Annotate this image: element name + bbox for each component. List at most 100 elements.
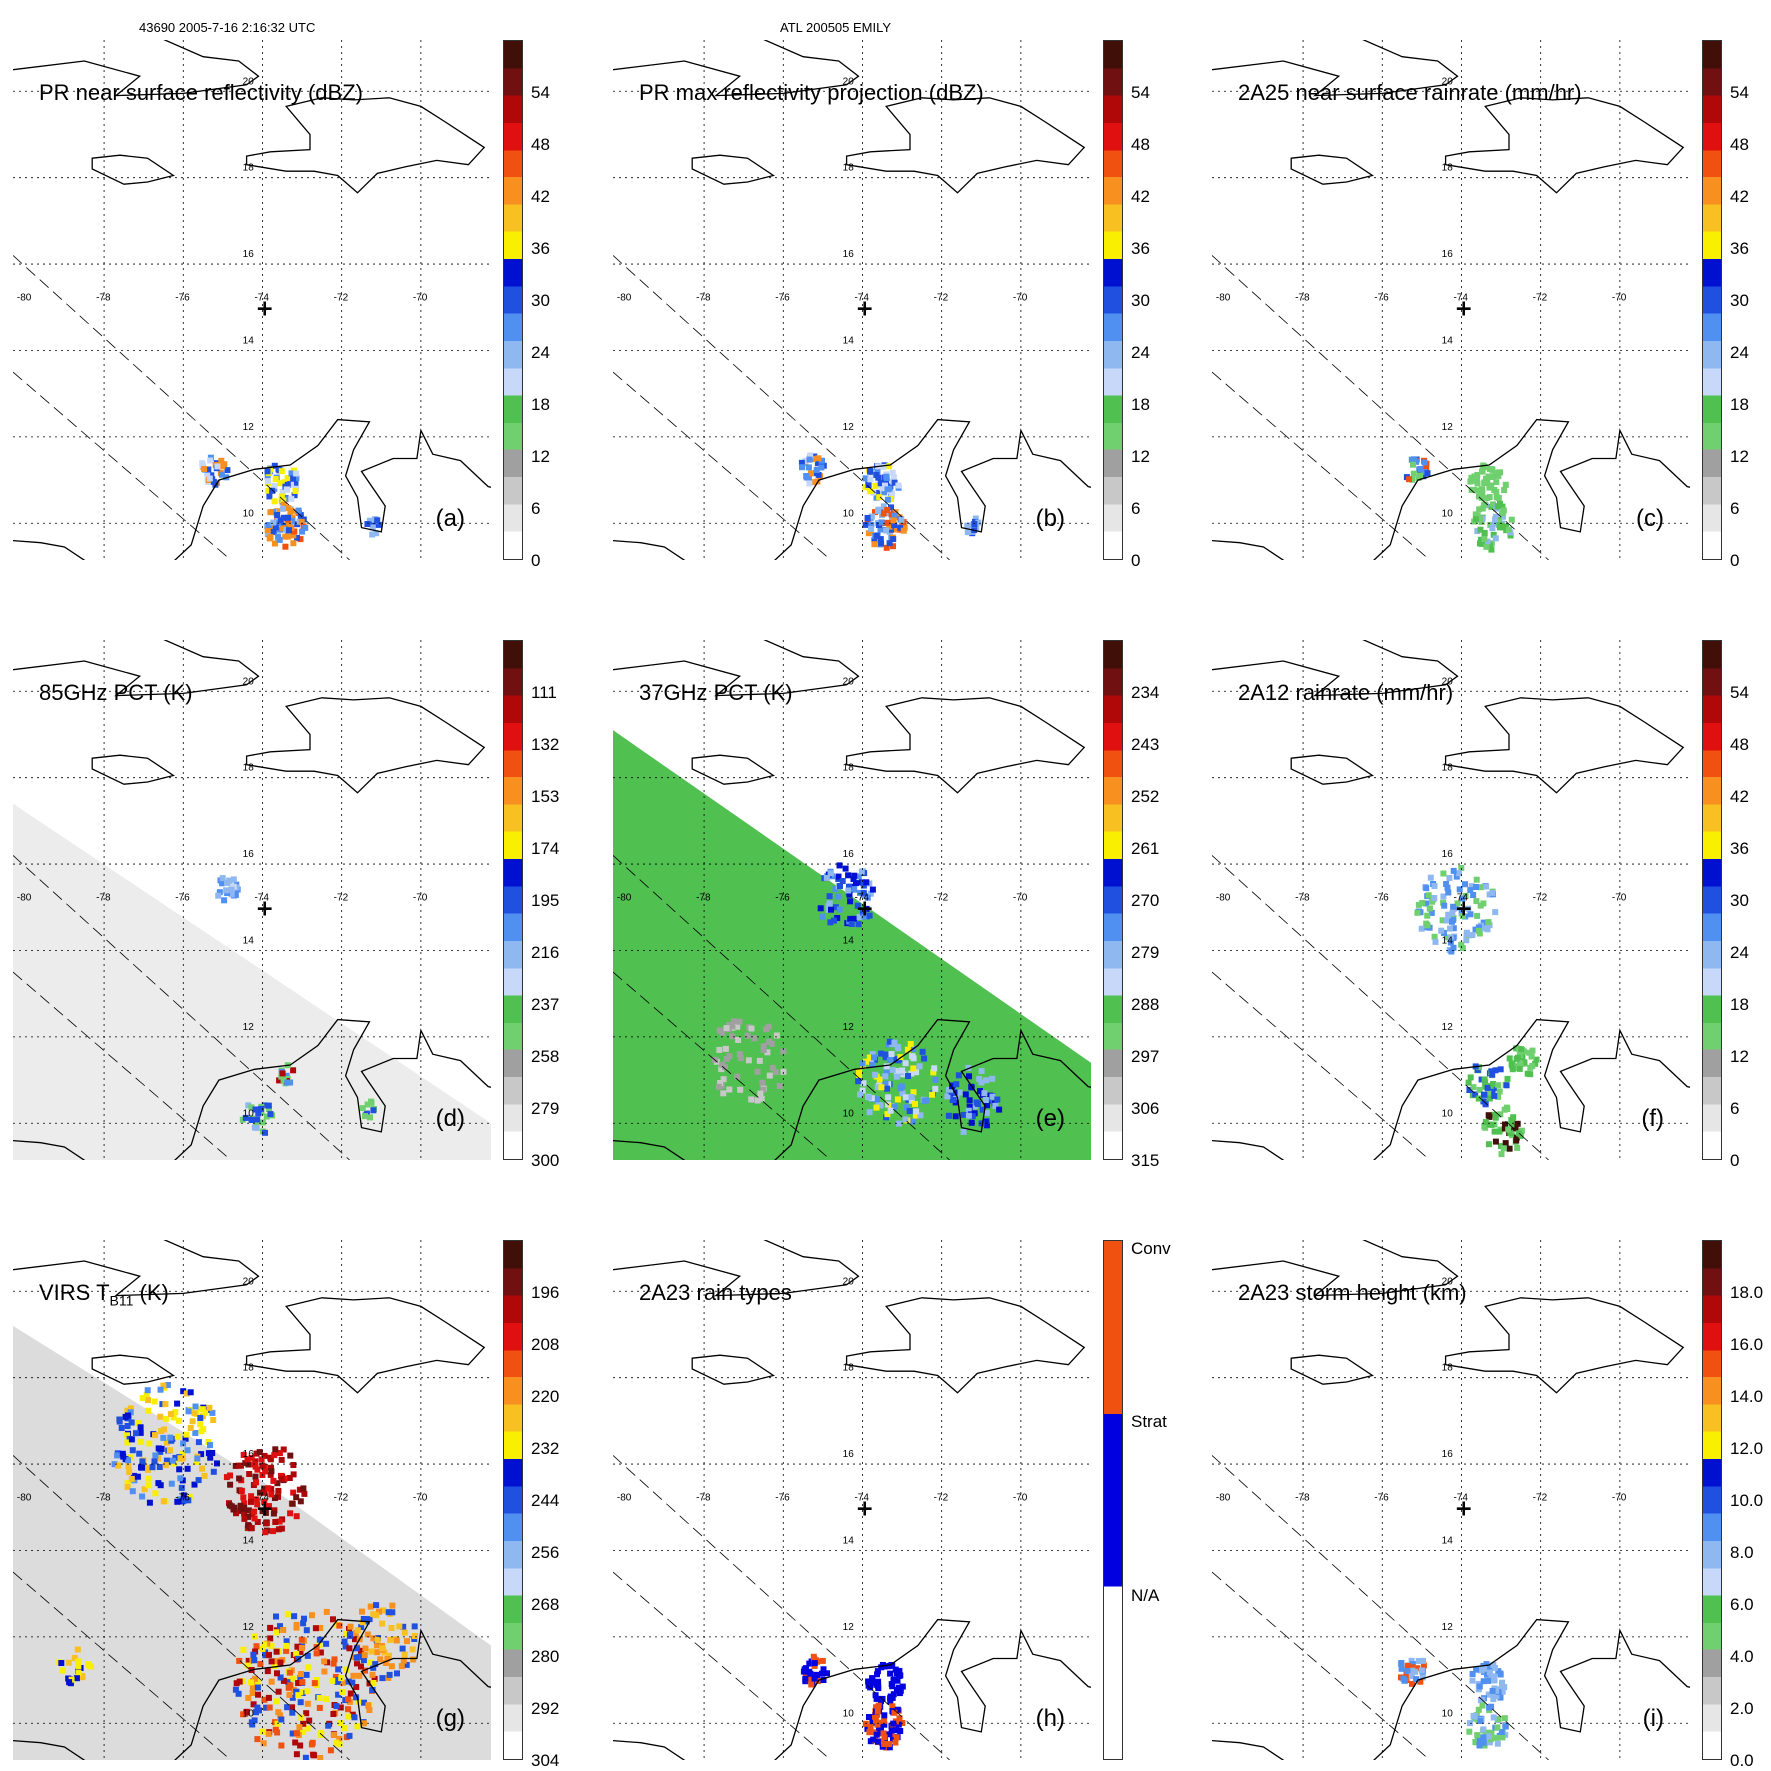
pct37-cell <box>904 1046 911 1053</box>
storm-center-icon: + <box>255 1496 273 1521</box>
rain-type-cell <box>890 1691 897 1698</box>
cloud-top-cell <box>75 1658 82 1665</box>
radar-cell <box>277 480 284 487</box>
rain-cell <box>1488 1068 1495 1075</box>
cloud-top-cell <box>335 1666 342 1673</box>
rain-cell <box>1504 1075 1511 1082</box>
radar-cell <box>276 536 283 543</box>
cloud-top-cell <box>303 1627 310 1634</box>
pct37-cell <box>768 1040 775 1047</box>
storm-height-cell <box>1501 1715 1508 1722</box>
radar-cell <box>294 534 300 541</box>
rain-cell <box>1486 922 1493 929</box>
cloud-top-cell <box>264 1640 271 1647</box>
pct37-cell <box>962 1091 969 1098</box>
radar-cell <box>815 471 822 478</box>
rain-cell <box>1474 472 1481 478</box>
cloud-top-cell <box>404 1638 410 1645</box>
cloud-top-cell <box>385 1674 392 1681</box>
cloud-top-cell <box>311 1680 318 1687</box>
cloud-top-cell <box>127 1405 134 1412</box>
cloud-top-cell <box>376 1608 382 1615</box>
rain-cell <box>1480 1091 1487 1098</box>
cloud-top-cell <box>304 1664 311 1671</box>
radar-cell <box>802 457 809 464</box>
radar-cell <box>880 510 887 517</box>
cloud-top-cell <box>309 1612 315 1619</box>
pct37-cell <box>866 1054 873 1061</box>
cloud-top-cell <box>301 1490 308 1497</box>
pct37-cell <box>718 1066 725 1073</box>
rain-cell <box>1477 884 1484 891</box>
cloud-top-cell <box>310 1751 317 1758</box>
cloud-top-cell <box>250 1651 257 1658</box>
rain-type-cell <box>892 1739 899 1746</box>
radar-cell <box>867 468 874 475</box>
cloud-top-cell <box>362 1645 369 1652</box>
ice-scatter-cell <box>284 1079 291 1086</box>
pct37-cell <box>899 1067 906 1074</box>
cloud-top-cell <box>116 1418 123 1425</box>
rain-cell <box>1431 895 1438 901</box>
cloud-top-cell <box>300 1485 307 1492</box>
rain-cell <box>1476 1086 1483 1093</box>
lon-label: -78 <box>96 892 111 903</box>
storm-height-cell <box>1478 1667 1485 1674</box>
storm-center-icon: + <box>255 896 273 921</box>
lat-label: 10 <box>243 1708 255 1719</box>
rain-type-cell <box>874 1708 881 1715</box>
cloud-top-cell <box>287 1682 294 1689</box>
radar-cell <box>874 467 881 474</box>
cloud-top-cell <box>273 1648 280 1655</box>
radar-cell <box>369 531 376 538</box>
cloud-top-cell <box>157 1448 164 1455</box>
pct37-cell <box>966 1103 973 1110</box>
cloud-top-cell <box>267 1624 274 1631</box>
storm-center-icon: + <box>1454 296 1472 321</box>
ice-scatter-cell <box>248 1104 255 1111</box>
rain-cell <box>1481 1076 1488 1083</box>
cloud-top-cell <box>298 1645 305 1651</box>
rain-type-cell <box>895 1668 901 1675</box>
rain-type-cell <box>878 1664 885 1671</box>
cloud-top-cell <box>206 1404 213 1411</box>
pct37-cell <box>978 1068 985 1074</box>
pct37-cell <box>846 891 853 898</box>
rain-cell <box>1420 473 1427 480</box>
colorbar-tick: 268 <box>531 1595 560 1614</box>
cloud-top-cell <box>193 1459 199 1465</box>
hispaniola-coast <box>1444 1297 1685 1394</box>
cloud-top-cell <box>244 1662 251 1669</box>
south-america-coast <box>1212 1618 1690 1760</box>
cloud-top-cell <box>364 1631 371 1638</box>
cloud-top-cell <box>339 1689 346 1696</box>
rain-cell <box>1496 518 1503 525</box>
cloud-top-cell <box>261 1485 268 1492</box>
cloud-top-cell <box>297 1699 304 1706</box>
cloud-top-cell <box>254 1466 261 1473</box>
cloud-top-cell <box>345 1706 351 1713</box>
cloud-top-cell <box>353 1654 360 1661</box>
rain-cell <box>1492 535 1499 542</box>
rain-cell <box>1490 501 1496 508</box>
cloud-top-cell <box>331 1656 338 1663</box>
colorbar-tick: 252 <box>1131 787 1160 806</box>
rain-cell <box>1473 876 1480 883</box>
cloud-top-cell <box>317 1625 324 1631</box>
storm-height-cell <box>1476 1683 1483 1690</box>
cloud-top-cell <box>262 1509 269 1516</box>
pct37-cell <box>845 872 852 879</box>
lon-label: -74 <box>254 292 269 303</box>
cloud-top-cell <box>333 1739 340 1746</box>
cloud-top-cell <box>167 1411 174 1418</box>
pct37-cell <box>748 1096 755 1103</box>
cloud-top-cell <box>168 1480 175 1487</box>
cloud-top-cell <box>411 1623 418 1630</box>
pct37-cell <box>769 1064 776 1071</box>
pct37-cell <box>780 1068 787 1075</box>
pct37-cell <box>885 1094 892 1101</box>
rain-cell <box>1490 1081 1497 1087</box>
cloud-top-cell <box>136 1450 143 1457</box>
storm-height-cell <box>1477 1718 1484 1724</box>
